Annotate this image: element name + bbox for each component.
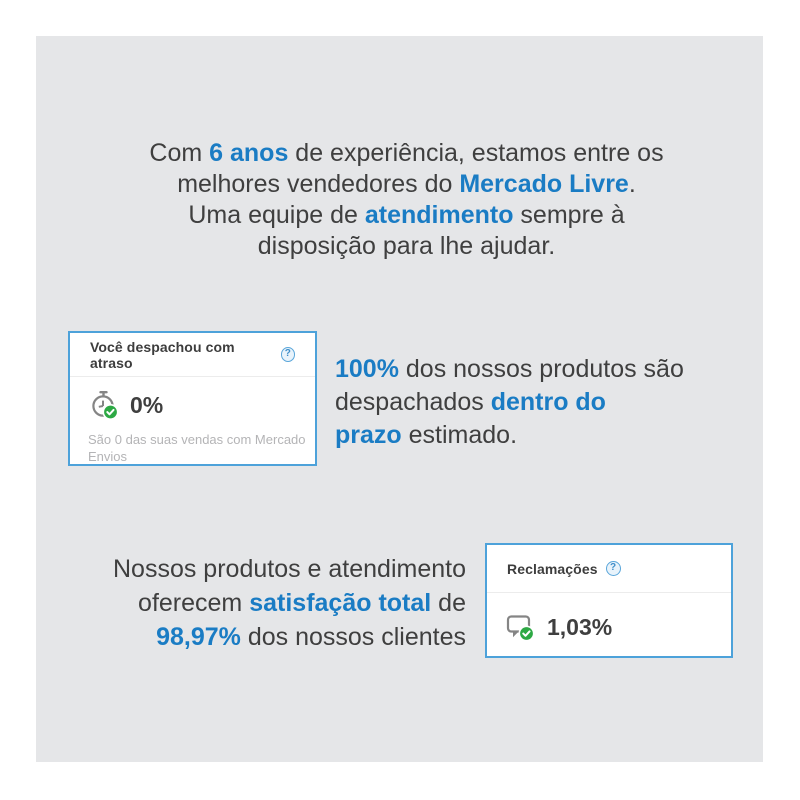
shipping-paragraph: 100% dos nossos produtos são despachados… [335,353,735,452]
shipping-line: despachados dentro do [335,388,606,416]
shipping-metric-value: 0% [130,391,164,418]
intro-paragraph: Com 6 anos de experiência, estamos entre… [36,138,763,262]
satisfaction-line: 98,97% dos nossos clientes [156,623,466,651]
gray-panel: Com 6 anos de experiência, estamos entre… [36,36,763,762]
shipping-card-body: 0% São 0 das suas vendas com Mercado Env… [70,377,315,465]
highlight-brand: Mercado Livre [459,170,629,198]
satisfaction-line: oferecem satisfação total de [138,589,466,617]
help-icon[interactable]: ? [280,347,295,362]
claims-metric-row: 1,03% [505,611,713,643]
highlight-support: atendimento [364,201,514,229]
claims-metric-card: Reclamações ? 1,03% [485,543,733,658]
intro-line: disposição para lhe ajudar. [257,232,556,260]
intro-line: melhores vendedores do Mercado Livre. [177,170,636,198]
highlight-years: 6 anos [209,139,289,167]
highlight-satisfaction: satisfação total [249,589,432,617]
claims-metric-value: 1,03% [547,613,613,640]
intro-line: Uma equipe de atendimento sempre à [188,201,625,229]
claims-card-title: Reclamações [507,560,598,577]
shipping-metric-row: 0% [88,389,297,421]
stopwatch-check-icon [88,389,120,421]
highlight-on-time-2: prazo [335,421,402,449]
shipping-line: prazo estimado. [335,421,518,449]
satisfaction-paragraph: Nossos produtos e atendimento oferecem s… [76,552,466,654]
shipping-card-caption: São 0 das suas vendas com Mercado Envios [88,432,306,464]
satisfaction-line: Nossos produtos e atendimento [113,555,466,583]
help-icon[interactable]: ? [605,561,621,576]
intro-line: Com 6 anos de experiência, estamos entre… [149,139,664,167]
shipping-line: 100% dos nossos produtos são [335,355,684,383]
shipping-metric-card: Você despachou com atraso ? [68,331,317,466]
shipping-card-header: Você despachou com atraso ? [70,333,315,377]
speech-bubble-check-icon [505,611,537,643]
claims-card-header: Reclamações ? [487,545,731,593]
highlight-100pct: 100% [335,355,399,383]
claims-card-body: 1,03% [487,593,731,643]
highlight-on-time-1: dentro do [490,388,606,416]
shipping-card-title: Você despachou com atraso [90,338,235,371]
highlight-9897pct: 98,97% [156,623,241,651]
